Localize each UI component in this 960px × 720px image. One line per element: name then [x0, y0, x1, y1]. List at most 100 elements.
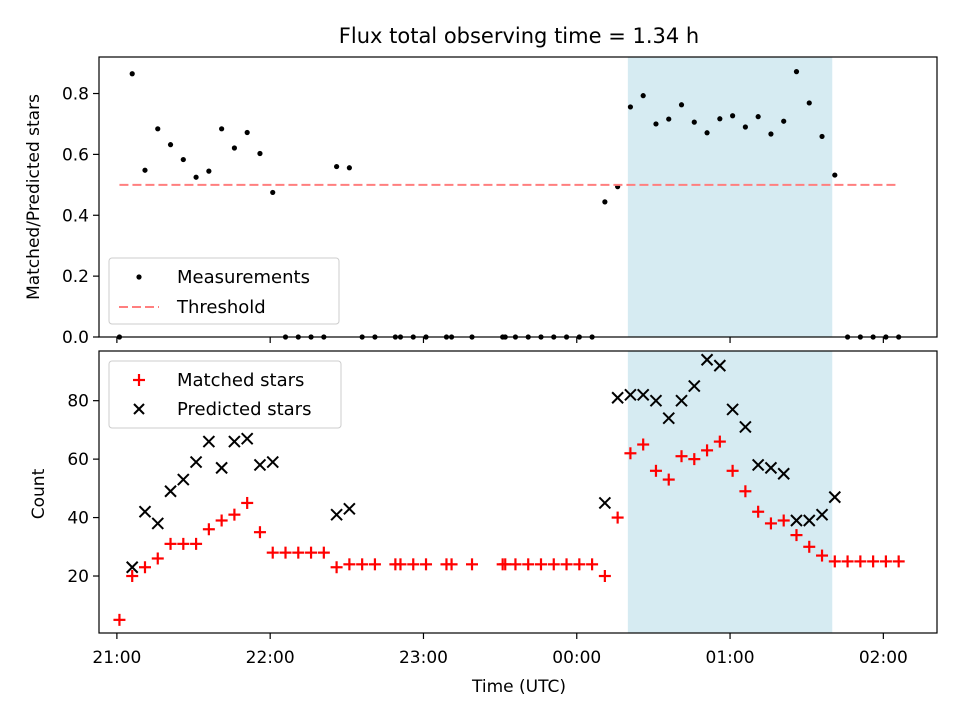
- top-axes-frame: [98, 56, 938, 338]
- predicted-stars-point: [215, 461, 228, 475]
- x-tick-label: 00:00: [552, 648, 601, 668]
- x-axis-label: Time (UTC): [471, 677, 566, 697]
- y-tick-label: 40: [67, 509, 89, 529]
- predicted-stars-point: [675, 394, 688, 407]
- top-legend-box: [108, 257, 340, 325]
- x-tick-label: 02:00: [859, 648, 908, 668]
- measurements-point: [167, 142, 174, 148]
- matched-stars-point: [317, 546, 330, 559]
- measurements-point: [691, 119, 697, 125]
- matched-stars-point: [266, 546, 279, 559]
- legend-marker-matched-stars: [133, 374, 145, 386]
- matched-stars-point: [739, 485, 752, 498]
- bottom-series: [113, 353, 905, 626]
- top-y-axis-label: Matched/Predicted stars: [24, 94, 44, 300]
- predicted-stars-point: [828, 490, 842, 504]
- measurements-point: [180, 156, 186, 163]
- measurements-point: [768, 131, 774, 137]
- matched-stars-point: [368, 558, 381, 571]
- y-tick-label: 20: [67, 567, 89, 587]
- matched-stars-point: [867, 555, 880, 568]
- predicted-stars-point: [138, 505, 152, 518]
- predicted-stars-point: [700, 353, 714, 366]
- matched-stars-point: [420, 558, 433, 571]
- measurements-point: [640, 93, 646, 99]
- predicted-stars-point: [164, 485, 177, 498]
- predicted-stars-point: [636, 388, 650, 402]
- measurements-point: [666, 116, 672, 122]
- predicted-stars-point: [624, 388, 637, 402]
- matched-stars-point: [407, 558, 420, 571]
- predicted-stars-point: [177, 473, 190, 486]
- legend-marker-measurements: [136, 274, 142, 280]
- predicted-stars-point: [649, 394, 663, 407]
- predicted-stars-point: [739, 420, 752, 434]
- matched-stars-point: [534, 558, 547, 571]
- matched-stars-point: [675, 450, 688, 463]
- matched-stars-point: [113, 613, 126, 626]
- measurements-point: [257, 150, 263, 157]
- matched-stars-point: [509, 558, 522, 571]
- predicted-stars-point: [228, 435, 241, 448]
- predicted-stars-point: [713, 359, 727, 372]
- predicted-stars-point: [126, 561, 139, 574]
- measurements-point: [231, 145, 238, 151]
- predicted-stars-point: [202, 435, 216, 448]
- measurements-point: [781, 118, 787, 124]
- matched-stars-point: [466, 558, 479, 571]
- x-tick-label: 21:00: [92, 648, 141, 668]
- measurements-point: [755, 114, 761, 120]
- matched-stars-point: [803, 540, 816, 553]
- measurements-point: [678, 102, 685, 108]
- matched-stars-point: [790, 529, 803, 542]
- matched-stars-point: [828, 555, 841, 568]
- matched-stars-point: [126, 570, 139, 583]
- legend-label-predicted-stars: Predicted stars: [177, 399, 311, 420]
- matched-stars-point: [726, 464, 739, 477]
- y-tick-label: 0.8: [62, 85, 89, 105]
- matched-stars-point: [499, 558, 512, 571]
- predicted-stars-point: [751, 458, 765, 472]
- predicted-stars-point: [726, 403, 739, 416]
- matched-stars-point: [586, 558, 599, 571]
- predicted-stars-point: [815, 508, 829, 521]
- predicted-stars-point: [240, 432, 254, 445]
- predicted-stars-point: [330, 508, 343, 521]
- y-tick-label: 60: [67, 450, 89, 470]
- measurements-point: [155, 126, 161, 132]
- bottom-y-axis-label: Count: [29, 468, 49, 519]
- measurements-point: [819, 133, 825, 140]
- matched-stars-point: [764, 517, 777, 530]
- y-tick-label: 0.0: [62, 328, 89, 348]
- matched-stars-point: [598, 570, 611, 583]
- matched-stars-point: [279, 546, 292, 559]
- matched-stars-point: [892, 555, 905, 568]
- predicted-stars-point: [343, 502, 356, 516]
- x-tick-label: 23:00: [399, 648, 448, 668]
- legend-label-threshold: Threshold: [176, 297, 266, 318]
- matched-stars-point: [688, 453, 701, 466]
- x-tick-label: 22:00: [246, 648, 295, 668]
- y-tick-label: 0.2: [62, 267, 89, 287]
- top-highlight-region: [627, 57, 833, 337]
- matched-stars-point: [816, 549, 829, 562]
- chart-title: Flux total observing time = 1.34 h: [339, 24, 699, 48]
- matched-stars-point: [841, 555, 854, 568]
- measurements-point: [206, 168, 212, 174]
- legend-label-measurements: Measurements: [177, 267, 310, 288]
- matched-stars-point: [662, 473, 675, 486]
- matched-stars-point: [305, 546, 318, 559]
- matched-stars-point: [177, 537, 190, 550]
- matched-stars-point: [241, 496, 254, 509]
- matched-stars-point: [343, 558, 356, 571]
- top-series: [116, 69, 902, 340]
- predicted-stars-point: [662, 412, 675, 425]
- predicted-stars-point: [803, 514, 816, 527]
- top-panel: 0.00.20.40.60.8 Matched/Predicted stars …: [24, 56, 938, 348]
- measurements-point: [730, 113, 736, 119]
- measurements-point: [334, 163, 340, 170]
- matched-stars-point: [151, 552, 164, 565]
- matched-stars-point: [854, 555, 867, 568]
- measurements-point: [270, 189, 276, 196]
